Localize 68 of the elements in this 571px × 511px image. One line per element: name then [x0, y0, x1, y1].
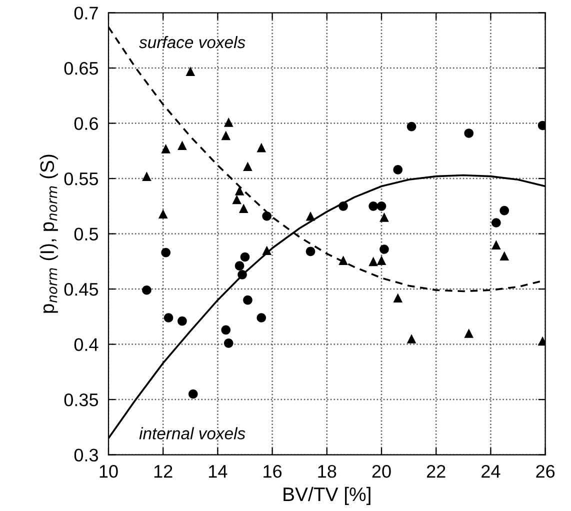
point [243, 162, 252, 172]
point [262, 211, 272, 221]
point [464, 128, 474, 138]
point [464, 328, 474, 338]
y-tick-label: 0.65 [64, 62, 98, 75]
point [224, 118, 234, 127]
point [393, 165, 403, 174]
x-tick-label: 26 [536, 464, 555, 478]
point [406, 334, 416, 344]
point [256, 313, 266, 322]
point [158, 209, 168, 219]
point [380, 244, 389, 254]
point [338, 256, 348, 265]
point [142, 172, 152, 181]
y-tick-label: 0.35 [64, 393, 98, 406]
x-tick-label: 16 [264, 464, 282, 478]
x-axis-title: BV/TV [%] [284, 486, 370, 506]
point [221, 325, 231, 335]
point [500, 251, 510, 261]
y-tick-label: 0.4 [74, 338, 98, 352]
point [234, 261, 244, 270]
point [406, 122, 416, 132]
point [186, 66, 196, 76]
point [306, 211, 316, 221]
x-tick-label: 14 [209, 465, 228, 478]
annotation: internal voxels [139, 427, 246, 440]
y-tick-label: 0.45 [64, 282, 98, 296]
y-tick-label: 0.7 [74, 6, 98, 20]
y-tick-label: 0.6 [74, 117, 98, 130]
point [232, 194, 242, 204]
point [262, 246, 272, 256]
point [500, 206, 510, 216]
y-tick-label: 0.55 [64, 172, 98, 186]
x-tick-label: 12 [154, 464, 172, 478]
y-tick-label: 0.3 [74, 448, 98, 462]
point [178, 140, 187, 150]
y-tick-label: 0.5 [74, 228, 98, 241]
point [368, 256, 378, 266]
point [164, 313, 174, 322]
point [380, 212, 389, 222]
point [238, 270, 247, 280]
point [142, 285, 152, 295]
point [492, 240, 501, 250]
point [243, 295, 252, 305]
point [238, 204, 248, 214]
x-tick-label: 18 [318, 464, 336, 478]
x-tick-label: 10 [100, 464, 118, 478]
point [376, 202, 386, 211]
point [492, 218, 501, 228]
x-tick-label: 24 [482, 464, 500, 478]
point [368, 202, 378, 211]
point [161, 248, 170, 258]
point [234, 186, 244, 196]
x-tick-label: 20 [372, 464, 391, 478]
point [188, 389, 198, 399]
point [376, 256, 386, 265]
point [393, 293, 403, 303]
point [256, 142, 266, 152]
point [240, 252, 250, 262]
point [221, 130, 231, 140]
point [178, 316, 187, 326]
point [224, 338, 234, 348]
point [161, 144, 170, 154]
y-axis-title: p$_{norm}$ (I), p$_{norm}$ (S) [40, 154, 58, 313]
point [338, 202, 348, 211]
x-tick-label: 22 [426, 464, 446, 478]
point [306, 246, 316, 256]
annotation: surface voxels [139, 36, 246, 48]
